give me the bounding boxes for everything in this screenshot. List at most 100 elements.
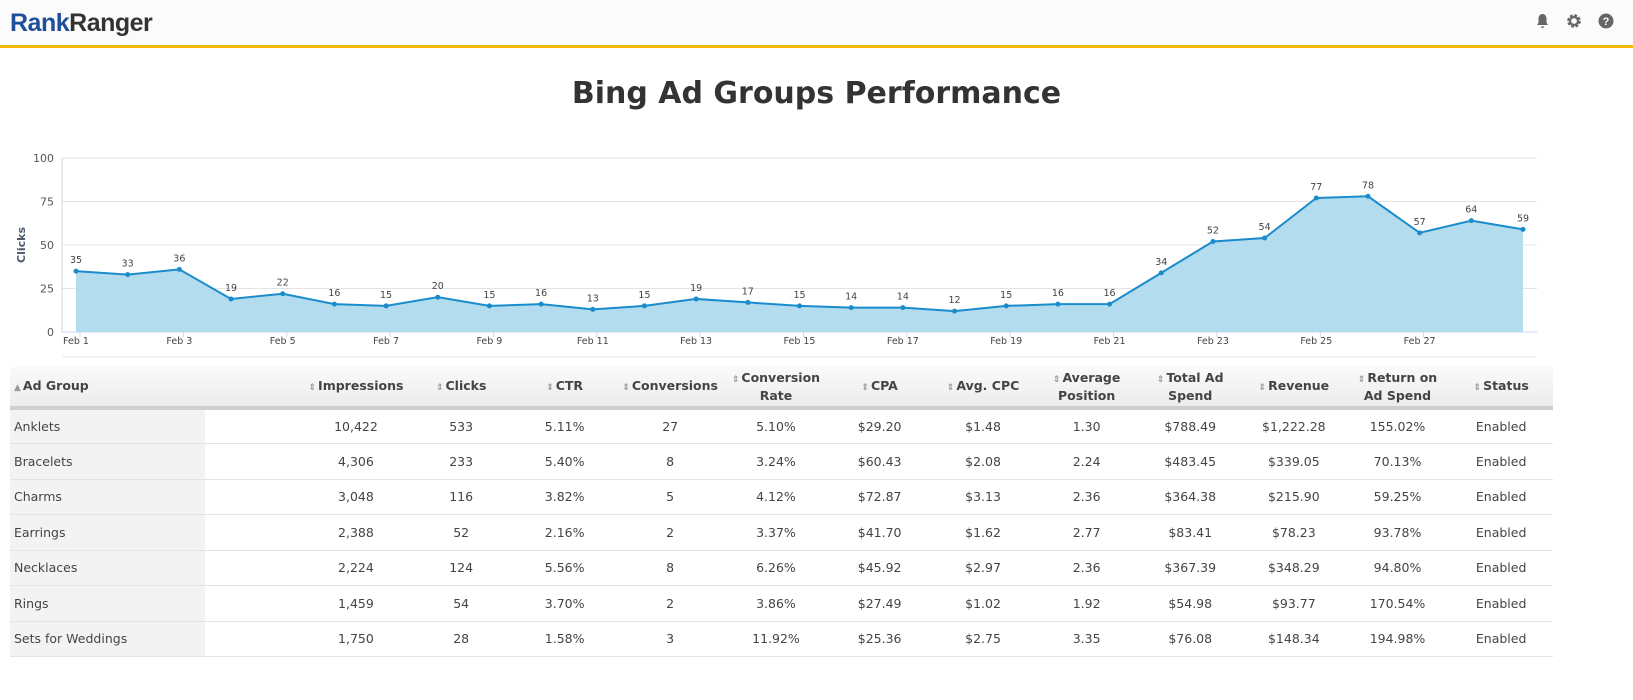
- table-cell: 94.80%: [1345, 550, 1450, 586]
- column-header-conversion-rate[interactable]: ⇕ Conversion Rate: [723, 367, 828, 410]
- data-point: [1313, 195, 1319, 201]
- table-cell: Enabled: [1449, 443, 1553, 480]
- sort-icon: ⇕: [1258, 382, 1267, 393]
- table-cell: 1,750: [302, 621, 410, 657]
- table-row[interactable]: Rings 1,459 54 3.70% 2 3.86% $27.49 $1.02 1.92 $5…: [10, 585, 1553, 622]
- column-header-revenue[interactable]: ⇕ Revenue: [1241, 367, 1346, 410]
- column-header-ctr[interactable]: ⇕ CTR: [512, 367, 617, 410]
- help-icon[interactable]: ?: [1597, 12, 1615, 30]
- column-header-ad-group[interactable]: ▲ Ad Group: [10, 367, 303, 410]
- table-cell: $339.05: [1241, 443, 1346, 480]
- rankranger-logo[interactable]: RankRanger: [10, 9, 153, 37]
- table-cell: 116: [409, 479, 513, 515]
- table-cell: $1.48: [931, 408, 1035, 444]
- table-cell: $25.36: [827, 621, 932, 657]
- table-row[interactable]: Charms 3,048 116 3.82% 5 4.12% $72.87 $3.13 2.36…: [10, 479, 1553, 515]
- y-tick-label: 25: [40, 283, 54, 296]
- bell-icon[interactable]: [1533, 12, 1551, 30]
- data-point: [1158, 270, 1164, 276]
- column-header-impressions[interactable]: ⇕ Impressions: [302, 367, 410, 410]
- table-cell: 6.26%: [723, 550, 828, 586]
- column-header-clicks[interactable]: ⇕ Clicks: [409, 367, 513, 410]
- column-header-total-ad-spend[interactable]: ⇕ Total Ad Spend: [1138, 367, 1242, 410]
- x-tick-label: Feb 21: [1094, 336, 1126, 347]
- ad-group-name: Earrings: [10, 514, 303, 551]
- table-cell: 3.37%: [723, 514, 828, 551]
- data-label: 15: [638, 290, 650, 301]
- table-cell: $60.43: [827, 443, 932, 480]
- x-tick-label: Feb 11: [577, 336, 609, 347]
- page-title: Bing Ad Groups Performance: [571, 76, 1062, 111]
- data-label: 34: [1155, 257, 1167, 268]
- data-point: [1468, 218, 1474, 224]
- gear-icon[interactable]: [1565, 12, 1583, 30]
- ad-group-name: Charms: [10, 479, 303, 515]
- data-point: [693, 296, 699, 302]
- sort-icon: ⇕: [622, 382, 630, 393]
- data-label: 15: [793, 290, 805, 301]
- column-header-label: Status: [1483, 377, 1529, 393]
- column-header-status[interactable]: ⇕ Status: [1449, 367, 1553, 410]
- table-row[interactable]: Bracelets 4,306 233 5.40% 8 3.24% $60.43 $2.08 2…: [10, 443, 1553, 480]
- data-label: 14: [897, 292, 909, 303]
- table-cell: 2: [616, 514, 724, 551]
- x-tick-label: Feb 19: [990, 336, 1022, 347]
- column-header-label: CTR: [555, 377, 584, 393]
- table-row[interactable]: Sets for Weddings 1,750 28 1.58% 3 11.92% $25.…: [10, 621, 1553, 657]
- x-tick-label: Feb 15: [784, 336, 816, 347]
- column-header-average-position[interactable]: ⇕ Average Position: [1034, 367, 1139, 410]
- column-header-label: Ad Group: [22, 377, 89, 393]
- data-label: 16: [1052, 288, 1064, 299]
- data-label: 17: [742, 286, 754, 297]
- data-point: [331, 301, 337, 307]
- column-header-label: Total Ad Spend: [1166, 369, 1224, 403]
- data-point: [1417, 230, 1423, 236]
- table-cell: 1.30: [1034, 408, 1139, 444]
- x-tick-label: Feb 1: [63, 336, 89, 347]
- table-cell: 5.11%: [512, 408, 617, 444]
- table-cell: 155.02%: [1345, 408, 1450, 444]
- data-point: [383, 303, 389, 309]
- data-label: 16: [535, 288, 547, 299]
- ad-group-name: Sets for Weddings: [10, 621, 303, 657]
- table-cell: Enabled: [1449, 479, 1553, 515]
- table-row[interactable]: Earrings 2,388 52 2.16% 2 3.37% $41.70 $1.62 2.7…: [10, 514, 1553, 551]
- table-cell: 8: [616, 550, 724, 586]
- sort-icon: ⇕: [308, 382, 317, 393]
- data-point: [797, 303, 802, 309]
- svg-text:?: ?: [1603, 16, 1610, 28]
- data-point: [1107, 301, 1113, 307]
- table-cell: Enabled: [1449, 514, 1553, 551]
- clicks-area-chart: 0 25 50 75 100 Clicks Feb 1 Feb 3 Feb 5 Feb 7 Feb …: [15, 152, 1537, 358]
- column-header-cpa[interactable]: ⇕ CPA: [827, 367, 932, 410]
- data-label: 20: [432, 281, 444, 292]
- data-point: [486, 303, 492, 309]
- sort-icon: ⇕: [1156, 374, 1165, 385]
- table-row[interactable]: Anklets 10,422 533 5.11% 27 5.10% $29.20 $1.48 1…: [10, 408, 1553, 444]
- table-cell: 2.16%: [512, 514, 617, 551]
- data-label: 19: [690, 283, 702, 294]
- data-point: [848, 305, 854, 311]
- data-point: [745, 299, 751, 305]
- table-cell: 2.36: [1034, 479, 1139, 515]
- table-cell: 170.54%: [1345, 585, 1450, 622]
- sort-icon: ⇕: [731, 374, 740, 385]
- sort-icon: ⇕: [946, 382, 955, 393]
- column-header-return-on-ad-spend[interactable]: ⇕ Return on Ad Spend: [1345, 367, 1450, 410]
- table-cell: 70.13%: [1345, 443, 1450, 480]
- data-point: [1520, 226, 1526, 232]
- x-tick-label: Feb 23: [1197, 336, 1229, 347]
- x-tick-label: Feb 17: [887, 336, 919, 347]
- table-cell: 4.12%: [723, 479, 828, 515]
- data-label: 15: [1000, 290, 1012, 301]
- table-cell: $148.34: [1241, 621, 1346, 657]
- table-cell: 28: [409, 621, 513, 657]
- data-label: 33: [122, 259, 134, 270]
- column-header-avg-cpc[interactable]: ⇕ Avg. CPC: [931, 367, 1035, 410]
- table-row[interactable]: Necklaces 2,224 124 5.56% 8 6.26% $45.92 $2.97 2…: [10, 550, 1553, 586]
- column-header-conversions[interactable]: ⇕ Conversions: [616, 367, 724, 410]
- table-cell: $78.23: [1241, 514, 1346, 551]
- table-cell: $76.08: [1138, 621, 1242, 657]
- table-cell: 2.77: [1034, 514, 1139, 551]
- sort-icon: ⇕: [1473, 382, 1482, 393]
